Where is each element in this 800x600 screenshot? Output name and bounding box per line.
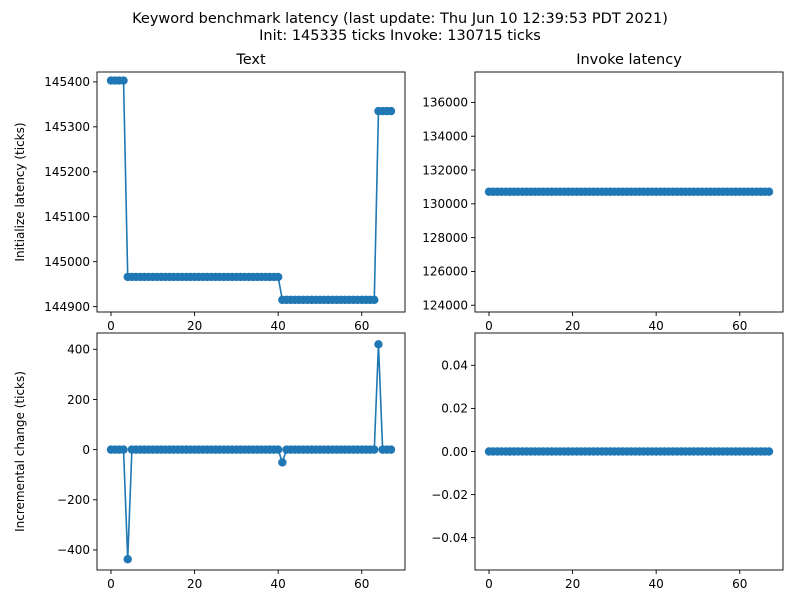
data-point: [370, 445, 379, 454]
subplot-title: Text: [235, 52, 266, 68]
y-tick-label: 126000: [422, 265, 468, 279]
suptitle-line-1: Keyword benchmark latency (last update: …: [132, 11, 668, 27]
subplot-title: Invoke latency: [576, 52, 682, 68]
x-tick-label: 20: [565, 319, 580, 333]
y-tick-label: 145300: [44, 120, 90, 134]
y-tick-label: 145100: [44, 210, 90, 224]
x-tick-label: 60: [354, 577, 369, 591]
x-tick-label: 40: [271, 319, 286, 333]
y-tick-label: 145400: [44, 75, 90, 89]
data-point: [273, 445, 283, 454]
y-tick-label: 145000: [44, 255, 90, 269]
y-axis-label: Initialize latency (ticks): [13, 122, 27, 261]
y-tick-label: 0.00: [441, 445, 468, 459]
data-point: [386, 106, 396, 116]
axes-frame: [96, 71, 406, 313]
y-tick-label: 144900: [44, 300, 90, 314]
x-tick-label: 60: [732, 319, 747, 333]
subplot-init_incremental: Incremental change (ticks) 0 20 40 60 −400 −20…: [13, 332, 406, 591]
data-point: [374, 340, 383, 349]
x-tick-label: 20: [565, 577, 580, 591]
suptitle-line-2: Init: 145335 ticks Invoke: 130715 ticks: [259, 28, 541, 44]
data-point: [119, 76, 128, 85]
y-tick-label: 130000: [422, 197, 468, 211]
y-tick-label: −0.02: [431, 488, 468, 502]
x-tick-label: 40: [649, 319, 664, 333]
y-tick-label: 132000: [422, 163, 468, 177]
axes-frame: [474, 71, 784, 313]
y-tick-label: 200: [67, 393, 90, 407]
subplot-invoke_incremental: 0 20 40 60 −0.04 −0.02 0.00 0.02 0.04: [431, 332, 784, 591]
y-tick-label: 124000: [422, 299, 468, 313]
y-tick-label: −200: [57, 493, 90, 507]
data-point: [370, 295, 379, 305]
data-point: [764, 447, 774, 456]
x-tick-label: 0: [485, 577, 493, 591]
data-point: [278, 458, 287, 467]
y-tick-label: 0.04: [441, 359, 468, 373]
y-tick-label: −0.04: [431, 531, 468, 545]
x-tick-label: 60: [732, 577, 747, 591]
y-tick-label: 136000: [422, 96, 468, 110]
data-point: [273, 272, 283, 282]
x-tick-label: 20: [187, 319, 202, 333]
x-tick-label: 0: [485, 319, 493, 333]
x-tick-label: 0: [107, 319, 115, 333]
data-point: [764, 187, 774, 196]
x-tick-label: 60: [354, 319, 369, 333]
axes-frame: [96, 332, 406, 571]
y-tick-label: 145200: [44, 165, 90, 179]
y-tick-label: 400: [67, 343, 90, 357]
y-tick-label: 0.02: [441, 402, 468, 416]
data-point: [386, 445, 396, 454]
x-tick-label: 0: [107, 577, 115, 591]
x-tick-label: 40: [271, 577, 286, 591]
x-tick-label: 40: [649, 577, 664, 591]
subplot-invoke_latency: Invoke latency 0 20 40 60 124000 126000 128000 1…: [422, 52, 784, 333]
y-tick-label: 128000: [422, 231, 468, 245]
y-tick-label: 0: [82, 443, 90, 457]
y-axis-label: Incremental change (ticks): [13, 371, 27, 532]
data-point: [123, 555, 132, 564]
y-tick-label: −400: [57, 543, 90, 557]
subplot-init_latency: Text Initialize latency (ticks) 0 20 40 60 144…: [13, 52, 406, 333]
data-point: [119, 445, 128, 454]
x-tick-label: 20: [187, 577, 202, 591]
y-tick-label: 134000: [422, 130, 468, 144]
